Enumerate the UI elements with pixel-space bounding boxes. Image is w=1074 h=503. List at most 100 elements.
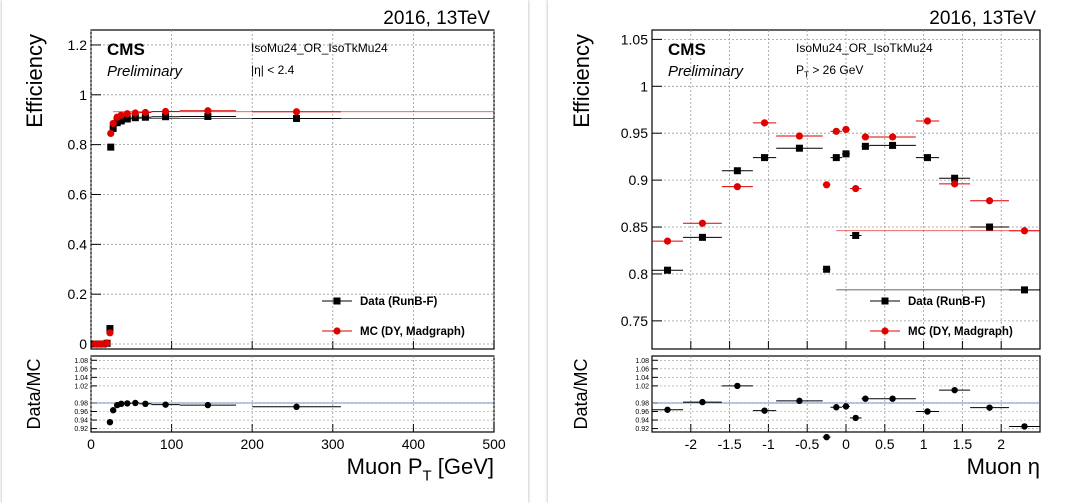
main-plot-frame bbox=[90, 29, 495, 350]
mc-point bbox=[107, 129, 115, 138]
y-tick-label: 0.9 bbox=[629, 172, 649, 188]
energy-label: 2016, 13TeV bbox=[929, 8, 1036, 29]
legend-marker bbox=[881, 297, 889, 305]
ratio-y-tick-label: 1.06 bbox=[74, 366, 88, 373]
mc-point bbox=[861, 133, 869, 141]
ratio-point bbox=[124, 400, 131, 407]
data-point bbox=[162, 113, 170, 121]
mc-point bbox=[795, 132, 804, 140]
ratio-point bbox=[734, 382, 741, 390]
ratio-y-tick-label: 0.92 bbox=[74, 426, 88, 433]
mc-point bbox=[141, 108, 150, 117]
data-point bbox=[107, 143, 115, 151]
ratio-y-tick-label: 1.02 bbox=[635, 383, 649, 390]
efficiency-vs-eta-panel: 2016, 13TeV -2 -1.5 -1 -0.5 0 0.5 1 1.5 2 0.75 0.8 0… bbox=[548, 0, 1074, 503]
y-tick-label: 1 bbox=[640, 78, 648, 94]
y-tick-label: 0.75 bbox=[621, 313, 648, 329]
x-axis-label: Muon η bbox=[967, 454, 1040, 479]
mc-point bbox=[760, 119, 769, 127]
ratio-point bbox=[118, 400, 125, 408]
experiment-label: CMS bbox=[107, 40, 145, 59]
ratio-point bbox=[889, 395, 896, 402]
x-tick-label: 300 bbox=[321, 436, 345, 452]
status-label: Preliminary bbox=[668, 63, 745, 80]
legend-marker bbox=[333, 297, 341, 305]
energy-label: 2016, 13TeV bbox=[383, 8, 490, 29]
y-tick-label: 0.85 bbox=[621, 219, 648, 235]
data-point bbox=[852, 231, 860, 239]
ratio-point bbox=[664, 406, 671, 413]
x-tick-label: 400 bbox=[402, 436, 426, 452]
y-tick-label: 0.4 bbox=[68, 236, 88, 252]
ratio-y-tick-label: 1.08 bbox=[74, 358, 88, 365]
mc-point bbox=[109, 119, 117, 128]
y-tick-label: 0 bbox=[79, 336, 87, 352]
x-tick-label: 1.5 bbox=[953, 436, 973, 452]
ratio-y-tick-label: 1.08 bbox=[635, 358, 649, 365]
ratio-point bbox=[924, 408, 931, 415]
ratio-point bbox=[852, 414, 859, 422]
ratio-y-tick-label: 1.02 bbox=[74, 383, 88, 390]
x-tick-label: 100 bbox=[160, 436, 184, 452]
ratio-y-tick-label: 1.04 bbox=[74, 375, 88, 382]
y-tick-label: 0.8 bbox=[68, 137, 88, 153]
y-tick-label: 0.8 bbox=[629, 266, 649, 282]
data-point bbox=[131, 114, 139, 122]
mc-point bbox=[131, 109, 139, 117]
ratio-y-tick-label: 0.96 bbox=[74, 409, 88, 416]
ratio-y-tick-label: 0.98 bbox=[635, 400, 649, 407]
x-axis-label: Muon PT [GeV] bbox=[347, 454, 494, 485]
mc-point bbox=[733, 183, 741, 191]
mc-point bbox=[951, 180, 959, 188]
trigger-label: IsoMu24_OR_IsoTkMu24 bbox=[796, 41, 933, 55]
data-point bbox=[123, 115, 131, 123]
ratio-point bbox=[204, 401, 212, 409]
x-tick-label: 1 bbox=[920, 436, 928, 452]
data-point bbox=[664, 266, 672, 274]
mc-point bbox=[698, 219, 707, 227]
x-tick-label: 0.5 bbox=[875, 436, 895, 452]
data-point bbox=[141, 113, 149, 121]
ratio-plot-frame bbox=[90, 355, 495, 433]
mc-point bbox=[103, 339, 111, 347]
legend-label: Data (RunB-F) bbox=[360, 296, 437, 308]
data-point bbox=[795, 144, 803, 152]
data-point bbox=[113, 119, 121, 127]
ratio-y-tick-label: 0.92 bbox=[635, 426, 649, 433]
data-point bbox=[106, 325, 114, 333]
ratio-y-tick-label: 0.96 bbox=[635, 409, 649, 416]
y-tick-label: 0.95 bbox=[621, 125, 648, 141]
ratio-point bbox=[761, 407, 768, 414]
data-point bbox=[923, 154, 931, 162]
x-tick-label: -1.5 bbox=[718, 436, 742, 452]
data-point bbox=[761, 154, 769, 162]
data-point bbox=[986, 223, 994, 231]
data-point bbox=[204, 112, 212, 120]
ratio-y-axis-label: Data/MC bbox=[571, 358, 591, 429]
x-tick-label: -2 bbox=[685, 436, 698, 452]
legend-label: MC (DY, Madgraph) bbox=[908, 326, 1013, 338]
ratio-point bbox=[842, 403, 850, 410]
status-label: Preliminary bbox=[107, 63, 184, 80]
ratio-point bbox=[823, 433, 830, 441]
ratio-y-tick-label: 0.94 bbox=[635, 418, 649, 425]
data-point bbox=[698, 233, 706, 241]
ratio-y-tick-label: 0.98 bbox=[74, 400, 88, 407]
x-tick-label: 0 bbox=[842, 436, 850, 452]
mc-point bbox=[123, 110, 131, 118]
ratio-point bbox=[951, 386, 958, 394]
data-point bbox=[832, 154, 840, 162]
cut-label: |η| < 2.4 bbox=[251, 63, 295, 77]
data-point bbox=[861, 142, 869, 150]
x-tick-label: -0.5 bbox=[795, 436, 819, 452]
mc-point bbox=[832, 127, 840, 135]
ratio-point bbox=[796, 397, 803, 405]
ratio-point bbox=[293, 403, 300, 411]
x-tick-label: 2 bbox=[997, 436, 1005, 452]
legend-marker bbox=[333, 327, 341, 335]
ratio-point bbox=[142, 400, 149, 408]
mc-point bbox=[923, 117, 932, 125]
ratio-point bbox=[106, 418, 114, 426]
mc-point bbox=[663, 237, 672, 245]
mc-point bbox=[106, 329, 114, 337]
